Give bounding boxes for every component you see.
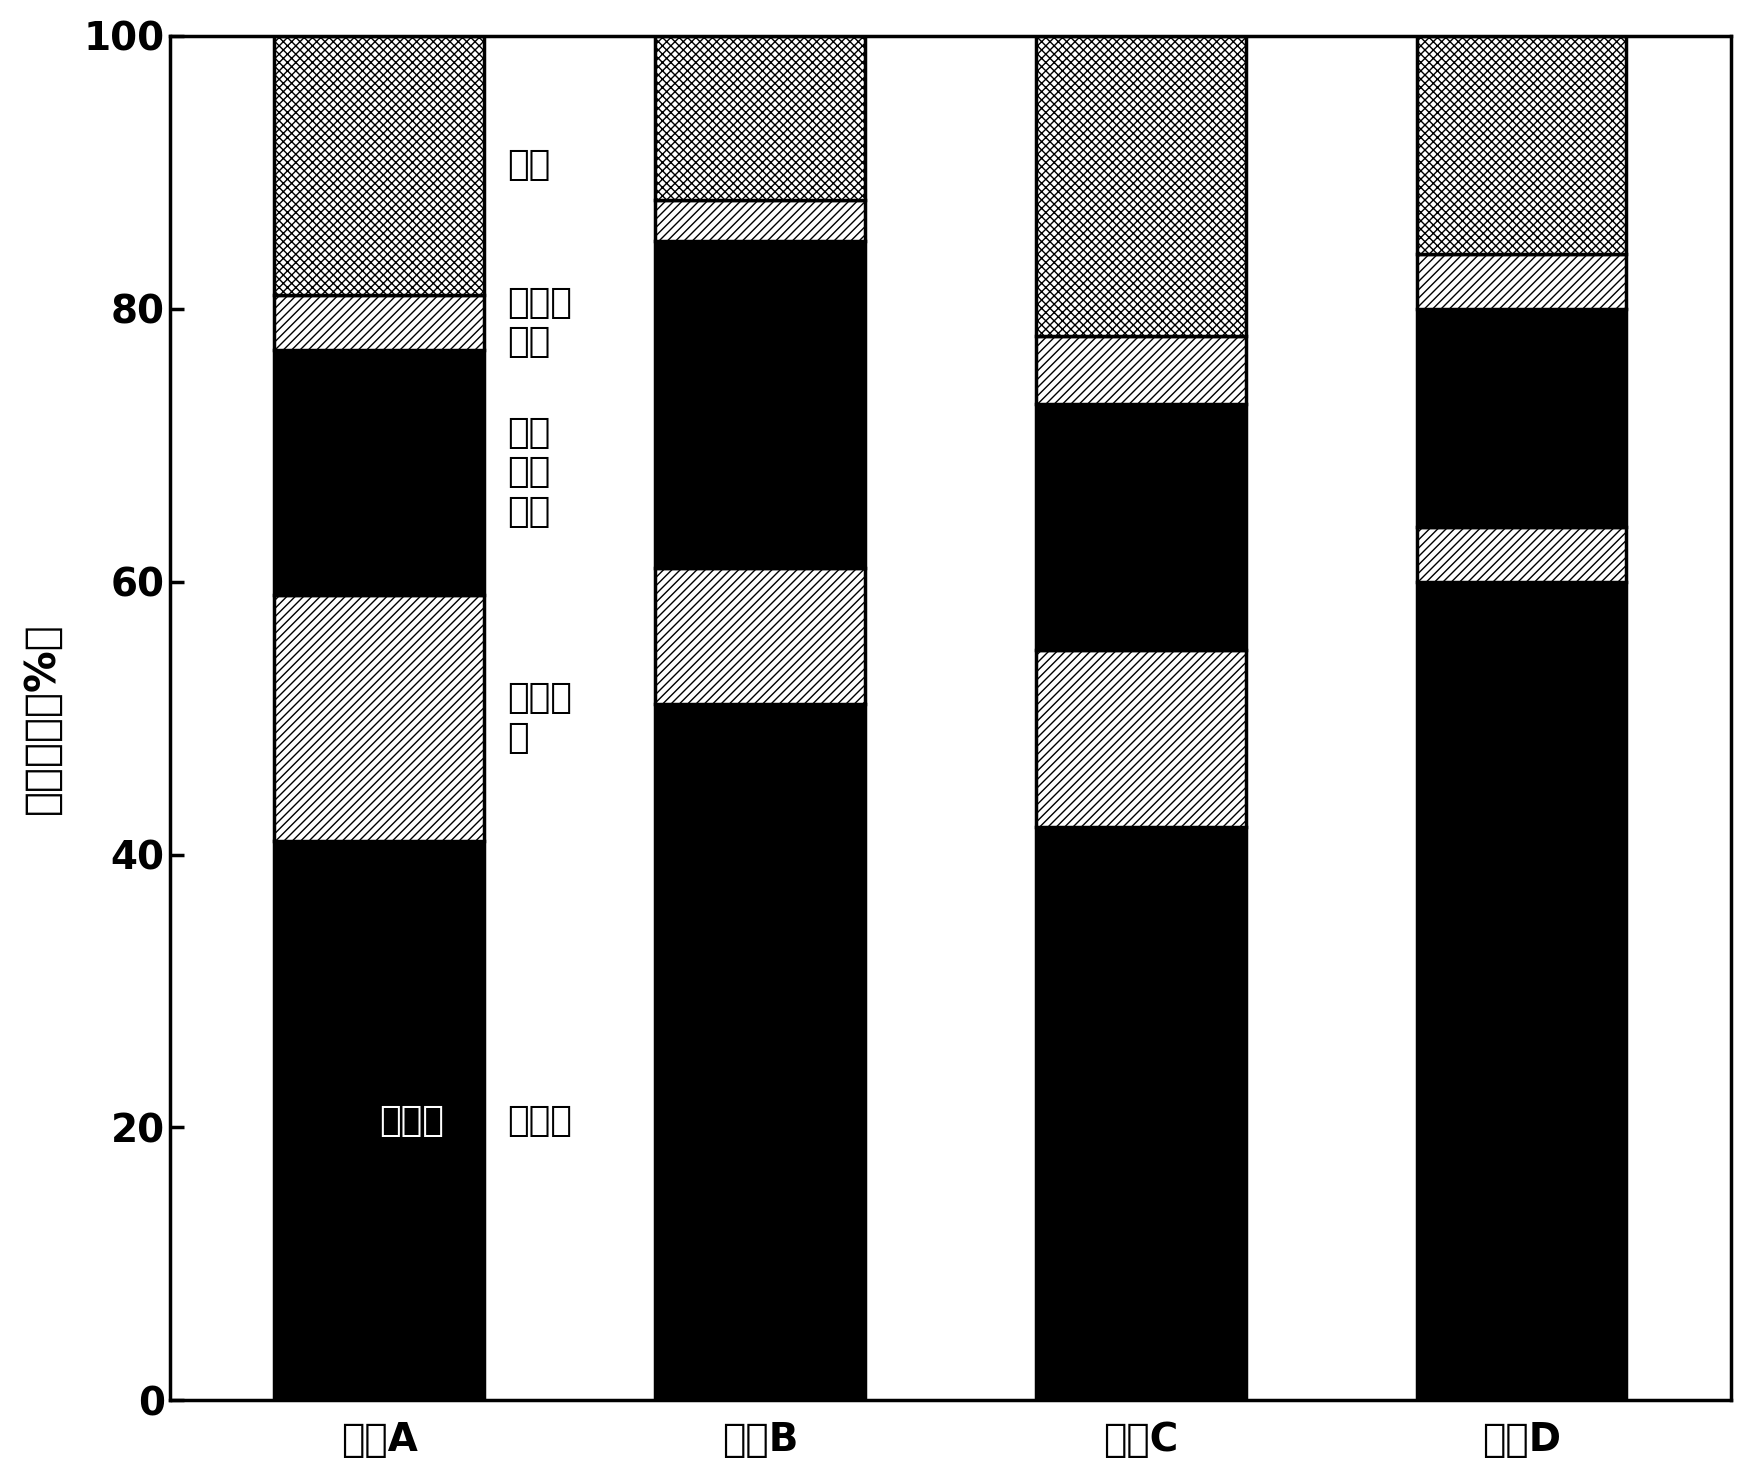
Y-axis label: 组分含量（%）: 组分含量（%） [21,622,63,814]
Bar [655,36,865,200]
Text: 纤维素: 纤维素 [506,1104,571,1138]
Bar [275,841,484,1400]
Bar [1035,36,1246,336]
Text: 酸溶木
质素: 酸溶木 质素 [506,286,571,360]
Text: 半纤维
素: 半纤维 素 [506,681,571,755]
Text: 纤维素: 纤维素 [378,1104,443,1138]
Bar [1035,404,1246,650]
Bar [275,595,484,841]
Bar [1417,36,1626,255]
Bar [655,241,865,568]
Bar [1035,827,1246,1400]
Bar [1035,336,1246,404]
Bar [655,200,865,241]
Bar [1417,255,1626,309]
Bar [655,568,865,704]
Bar [275,295,484,349]
Bar [1417,582,1626,1400]
Text: 酸不
溶木
质素: 酸不 溶木 质素 [506,416,550,528]
Bar [275,349,484,595]
Bar [1417,527,1626,582]
Bar [1417,309,1626,527]
Text: 其他: 其他 [506,148,550,182]
Bar [655,704,865,1400]
Bar [275,36,484,295]
Bar [1035,650,1246,827]
